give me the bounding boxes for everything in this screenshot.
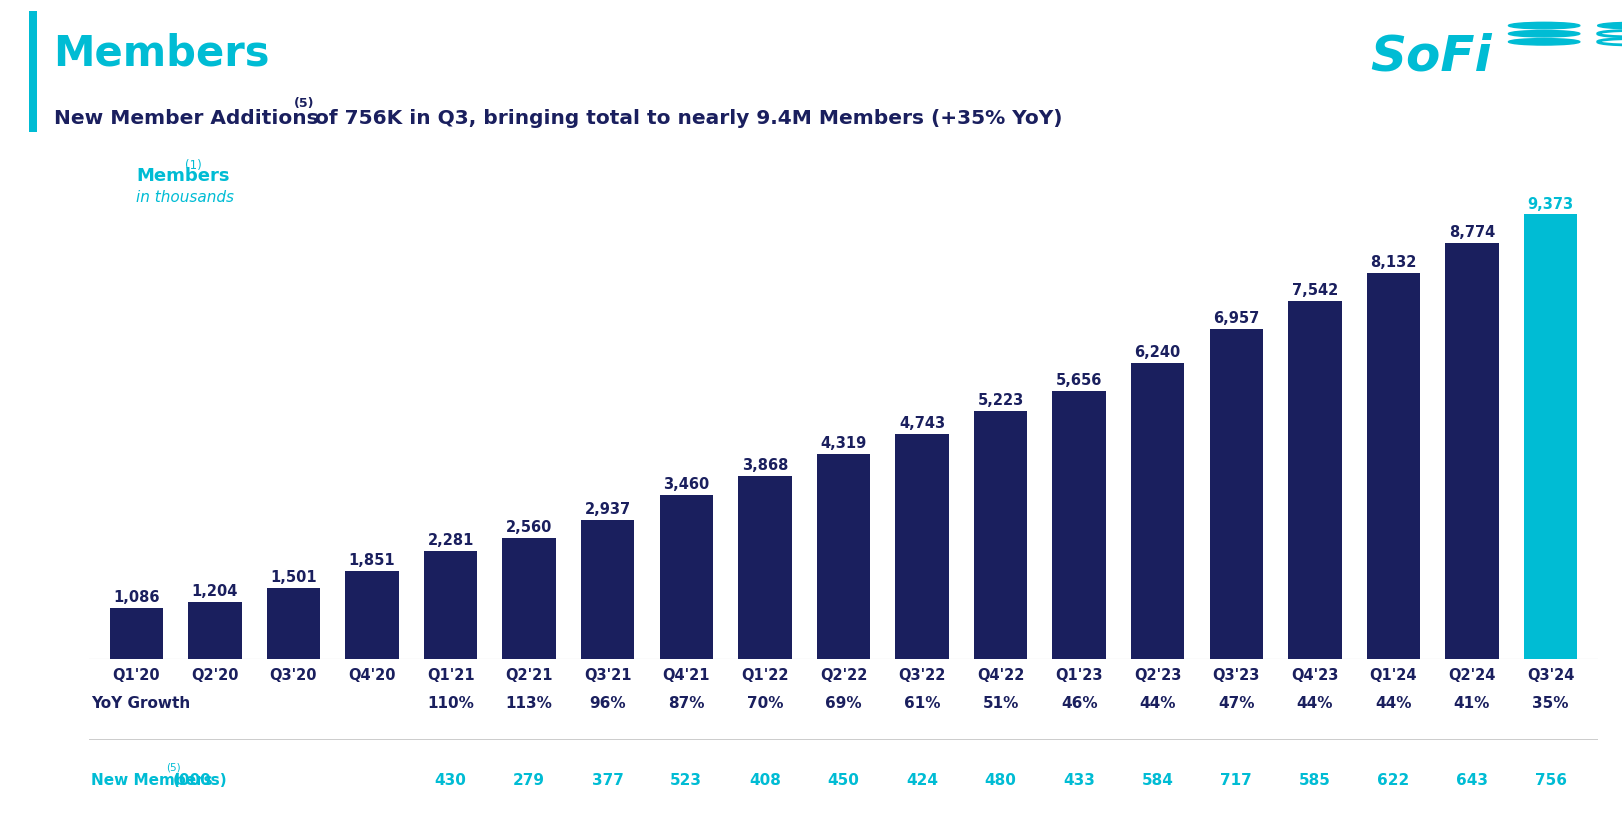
Bar (1210, 329, 1264, 659)
Bar (1523, 215, 1577, 659)
Text: 408: 408 (749, 771, 780, 786)
Text: 6,240: 6,240 (1134, 345, 1181, 360)
Text: YoY Growth: YoY Growth (91, 695, 190, 710)
Text: 3,868: 3,868 (741, 457, 788, 473)
Bar (29, 11, 37, 133)
Text: 7,542: 7,542 (1291, 283, 1338, 298)
Text: (5): (5) (165, 762, 180, 771)
Text: 2,937: 2,937 (584, 501, 631, 516)
Text: 44%: 44% (1139, 695, 1176, 710)
Text: 47%: 47% (1218, 695, 1254, 710)
Bar (895, 435, 949, 659)
Text: 377: 377 (592, 771, 624, 786)
Text: 8,132: 8,132 (1371, 255, 1416, 270)
Text: in thousands: in thousands (136, 190, 234, 205)
Text: 643: 643 (1457, 771, 1487, 786)
Text: 69%: 69% (826, 695, 861, 710)
Circle shape (1508, 23, 1580, 29)
Bar (266, 588, 320, 659)
Bar (1288, 302, 1341, 659)
Text: 87%: 87% (668, 695, 704, 710)
Text: 4,319: 4,319 (821, 436, 866, 450)
Text: 424: 424 (907, 771, 938, 786)
Text: 3,460: 3,460 (663, 477, 709, 491)
Text: 46%: 46% (1061, 695, 1098, 710)
Text: 44%: 44% (1296, 695, 1333, 710)
Text: 4,743: 4,743 (899, 416, 946, 431)
Text: 113%: 113% (506, 695, 553, 710)
Text: 5,656: 5,656 (1056, 373, 1103, 387)
Text: 450: 450 (827, 771, 860, 786)
Bar (1367, 274, 1421, 659)
Text: 430: 430 (435, 771, 467, 786)
Text: 61%: 61% (903, 695, 941, 710)
Text: 523: 523 (670, 771, 702, 786)
Circle shape (1508, 39, 1580, 46)
Bar (973, 412, 1027, 659)
Text: 35%: 35% (1533, 695, 1568, 710)
Text: 717: 717 (1220, 771, 1252, 786)
Text: of 756K in Q3, bringing total to nearly 9.4M Members (+35% YoY): of 756K in Q3, bringing total to nearly … (308, 109, 1062, 128)
Bar (817, 455, 869, 659)
Text: 5,223: 5,223 (978, 393, 1023, 408)
Bar (1445, 243, 1499, 659)
Text: 1,086: 1,086 (114, 589, 159, 604)
Text: 2,281: 2,281 (428, 532, 474, 547)
Text: 433: 433 (1062, 771, 1095, 786)
Text: (000s): (000s) (172, 771, 227, 786)
Bar (345, 572, 399, 659)
Text: 96%: 96% (589, 695, 626, 710)
Text: 110%: 110% (427, 695, 474, 710)
Text: SoFi: SoFi (1371, 32, 1492, 80)
Text: (5): (5) (294, 97, 315, 110)
Bar (423, 551, 477, 659)
Text: 1,204: 1,204 (191, 583, 238, 599)
Text: (1): (1) (185, 159, 201, 172)
Bar (738, 476, 792, 659)
Text: 51%: 51% (983, 695, 1019, 710)
Bar (660, 495, 714, 659)
Text: Members: Members (136, 166, 230, 184)
Text: 41%: 41% (1453, 695, 1491, 710)
Bar (503, 538, 556, 659)
Text: 622: 622 (1377, 771, 1410, 786)
Text: Members: Members (54, 33, 269, 75)
Text: 8,774: 8,774 (1448, 224, 1495, 240)
Text: 44%: 44% (1375, 695, 1411, 710)
Text: 6,957: 6,957 (1213, 310, 1259, 326)
Text: 480: 480 (985, 771, 1017, 786)
Text: 1,501: 1,501 (271, 569, 316, 585)
Text: 584: 584 (1142, 771, 1174, 786)
Text: 756: 756 (1534, 771, 1567, 786)
Bar (581, 520, 634, 659)
Text: 585: 585 (1299, 771, 1330, 786)
Text: 9,373: 9,373 (1528, 197, 1573, 211)
Text: 2,560: 2,560 (506, 519, 553, 534)
Bar (1131, 364, 1184, 659)
Text: New Member Additions: New Member Additions (54, 109, 324, 128)
Circle shape (1598, 23, 1622, 29)
Bar (110, 608, 164, 659)
Bar (1053, 391, 1106, 659)
Text: 70%: 70% (746, 695, 783, 710)
Bar (188, 602, 242, 659)
Text: 1,851: 1,851 (349, 553, 396, 568)
Text: New Members: New Members (91, 771, 212, 786)
Circle shape (1508, 31, 1580, 38)
Text: 279: 279 (513, 771, 545, 786)
